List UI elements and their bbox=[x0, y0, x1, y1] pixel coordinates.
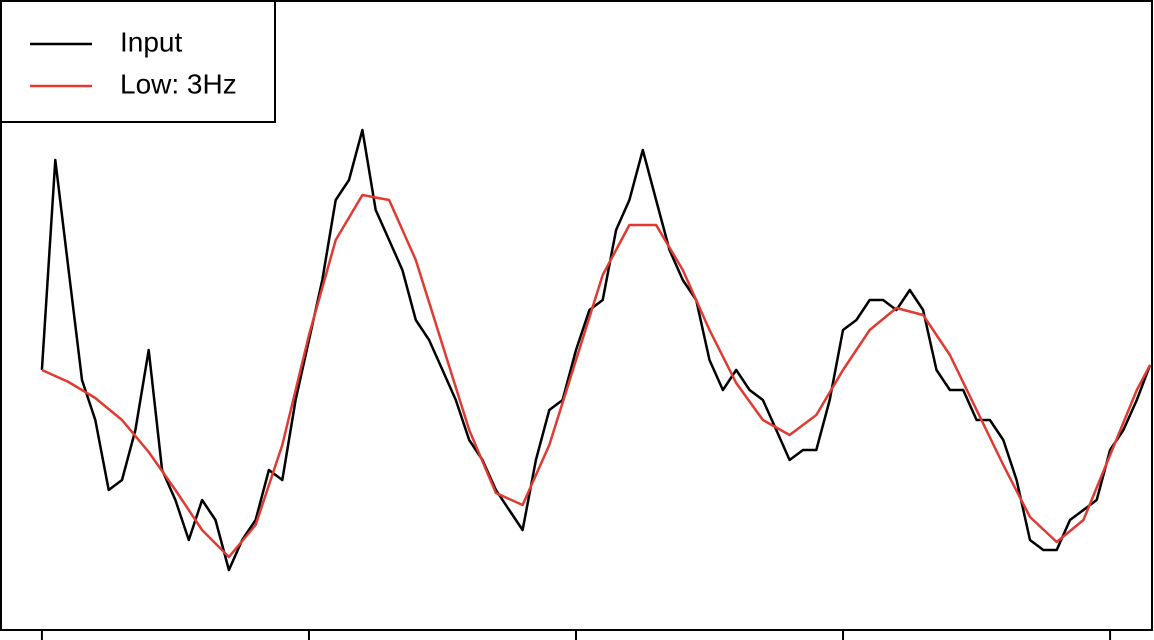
legend-label: Low: 3Hz bbox=[120, 68, 237, 99]
legend-label: Input bbox=[120, 26, 182, 57]
legend: Input Low: 3Hz bbox=[0, 0, 276, 123]
legend-box bbox=[0, 0, 276, 123]
line-series bbox=[40, 128, 1152, 572]
line-series bbox=[41, 193, 1152, 559]
